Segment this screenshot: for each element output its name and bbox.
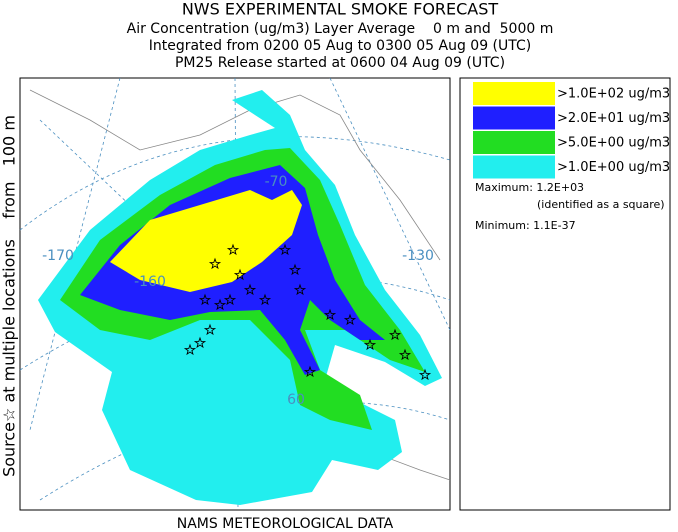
subtitle-line: Integrated from 0200 05 Aug to 0300 05 A…: [149, 38, 532, 54]
map: -170 -160 -130 -70 60: [19, 77, 451, 511]
graticule-label: -170: [42, 248, 74, 264]
legend-label: >1.0E+00 ug/m3: [557, 160, 670, 175]
legend: Maximum: 1.2E+03 (identified as a square…: [459, 77, 671, 511]
legend-swatch: [473, 106, 555, 130]
title: NWS EXPERIMENTAL SMOKE FORECAST: [182, 0, 499, 19]
graticule-label: -160: [134, 274, 166, 290]
legend-label: >2.0E+01 ug/m3: [557, 111, 670, 126]
graticule-label: -130: [402, 248, 434, 264]
graticule-label: -70: [265, 174, 288, 190]
side-label: Source☆ at multiple locations from 100 m: [0, 115, 19, 477]
subtitle-line: PM25 Release started at 0600 04 Aug 09 (…: [175, 55, 505, 71]
minimum: Minimum: 1.1E-37: [475, 219, 576, 232]
legend-swatch: [473, 82, 555, 105]
maximum-note: (identified as a square): [537, 198, 665, 211]
legend-swatch: [473, 131, 555, 154]
legend-swatch: [473, 155, 555, 179]
graticule-label: 60: [287, 392, 305, 408]
legend-label: >5.0E+00 ug/m3: [557, 136, 670, 151]
maximum: Maximum: 1.2E+03: [475, 181, 584, 194]
subtitle-line: Air Concentration (ug/m3) Layer Average …: [127, 21, 554, 37]
footer: NAMS METEOROLOGICAL DATA: [177, 516, 394, 532]
plume-yellow: [110, 190, 302, 292]
legend-label: >1.0E+02 ug/m3: [557, 87, 670, 102]
